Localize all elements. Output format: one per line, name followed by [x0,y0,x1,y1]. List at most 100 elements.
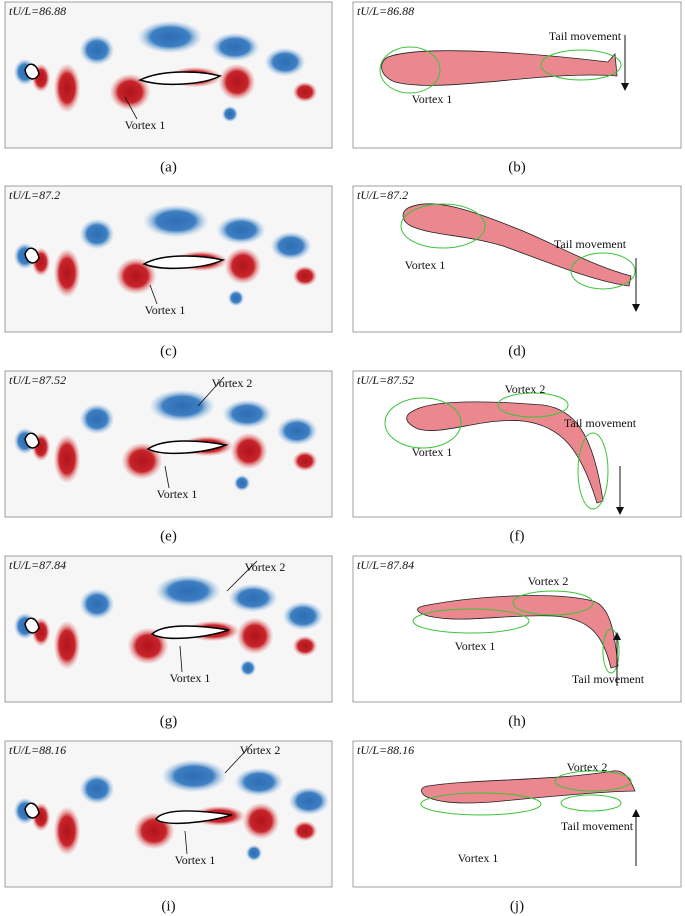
vortex-blob [110,74,150,110]
caption: (b) [508,159,526,175]
vortex-blob [219,64,255,100]
annotation: Tail movement [549,29,622,43]
vortex-blob [80,774,114,804]
caption: (h) [508,713,526,729]
annotation: Vortex 1 [412,92,453,106]
highlight-ellipse [384,397,462,449]
vortex-blob [234,475,250,491]
midline-panel: tU/L=87.84 Vortex 2 Vortex 1 Tail movement [352,555,682,703]
fish-body [146,440,229,455]
flow-panel: tU/L=86.88 Vortex 1 [4,1,333,149]
highlight-ellipse [602,628,620,674]
highlight-ellipse [570,252,636,290]
caption: (a) [160,159,177,175]
vortex-blob [80,404,114,434]
midline-envelope [421,770,636,804]
caption: (j) [510,898,524,914]
vortex-blob [265,48,305,76]
vortex-blob [150,390,214,422]
leader-line [197,376,225,407]
leader-line [149,284,158,305]
annotation: Vortex 1 [145,303,186,317]
fish-body [150,625,230,640]
caption: (c) [160,343,177,359]
vortex-blob [277,417,317,445]
vortex-blob [225,248,261,284]
vortex-blob [54,249,80,297]
highlight-ellipse [412,608,530,634]
caption: (g) [160,713,178,729]
vortex-blob [293,266,317,286]
flow-panel: tU/L=87.52 Vortex 2 Vortex 1 [4,370,333,518]
midline-panel: tU/L=87.2 Vortex 1 Tail movement [352,185,682,333]
vortex-blob [229,584,277,612]
annotation: Tail movement [561,819,634,833]
vortex-blob [222,106,238,122]
leader-line [184,830,188,855]
annotation: Vortex 1 [458,851,499,865]
time-label: tU/L=87.84 [9,558,66,572]
panel-frame [352,555,682,703]
caption: (f) [510,528,525,544]
vortex-blob [243,803,279,839]
panel-frame [352,740,682,888]
vortex-blob [293,451,317,471]
highlight-ellipse [420,792,542,816]
vortex-blob [235,768,283,796]
flow-panel: tU/L=87.84 Vortex 2 Vortex 1 [4,555,333,703]
caption: (i) [161,898,175,914]
vortex-blob [156,575,220,607]
vortex-blob [293,82,317,102]
leader-line [226,560,258,592]
annotation: Vortex 1 [170,671,211,685]
fish-body [24,802,40,819]
vortex-blob [54,435,80,483]
vortex-blob [237,618,273,654]
annotation: Vortex 2 [245,560,286,574]
time-label: tU/L=88.16 [357,743,414,757]
fish-body [24,247,40,264]
annotation: Vortex 1 [125,118,166,132]
vortex-blob [217,216,265,244]
vortex-blob [122,443,162,479]
vortex-blob [211,33,259,61]
vortex-blob [271,232,311,260]
highlight-ellipse [497,392,569,418]
midline-panel: tU/L=86.88 Tail movement Vortex 1 [352,1,682,149]
time-label: tU/L=87.84 [357,558,414,572]
vortex-blob [80,589,114,619]
fish-body [24,63,40,80]
highlight-ellipse [512,590,594,616]
fish-body [24,432,40,449]
time-label: tU/L=87.52 [9,373,66,387]
vortex-blob [54,621,80,669]
vortex-blob [240,660,256,676]
vortex-blob [54,64,80,112]
vortex-blob [162,760,226,792]
flow-panel: tU/L=87.2 Vortex 1 [4,185,333,333]
highlight-ellipse [379,46,441,94]
annotation: Vortex 2 [505,382,546,396]
caption: (e) [160,528,177,544]
vortex-blob [54,807,80,855]
vortex-blob [246,845,262,861]
time-label: tU/L=86.88 [357,4,414,18]
midline-envelope [406,401,604,504]
vortex-blob [231,433,267,469]
time-label: tU/L=87.2 [357,188,408,202]
midline-envelope [381,50,618,86]
panel-frame [352,370,682,518]
time-label: tU/L=87.2 [9,188,60,202]
annotation: Vortex 1 [157,487,198,501]
panel-frame [352,185,682,333]
vortex-blob [144,205,208,237]
annotation: Vortex 2 [567,760,608,774]
vortex-blob [80,219,114,249]
fish-body [154,810,233,825]
midline-envelope [402,203,632,287]
vortex-blob [289,787,329,815]
leader-line [164,465,170,489]
annotation: Vortex 2 [528,574,569,588]
midline-panel: tU/L=88.16 Vortex 2 Tail movement Vortex 1 [352,740,682,888]
